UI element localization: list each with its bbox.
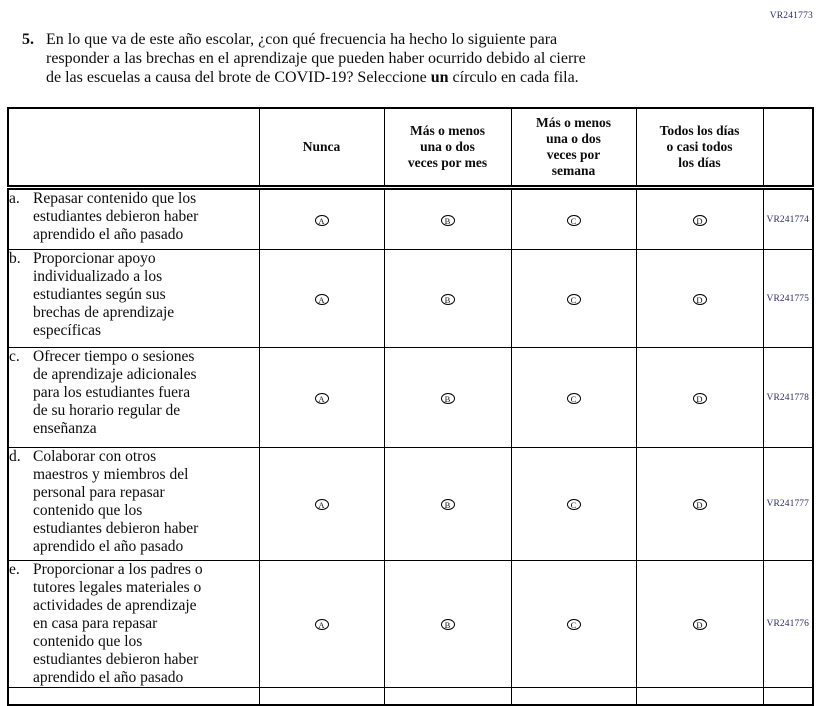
question-text: En lo que va de este año escolar, ¿con q… bbox=[46, 30, 726, 87]
option-cell-nunca: A bbox=[258, 560, 385, 688]
row-item-text: Repasar contenido que los estudiantes de… bbox=[33, 190, 199, 243]
row-letter: c. bbox=[9, 348, 20, 365]
row-stem: a. Repasar contenido que los estudiantes … bbox=[7, 187, 260, 250]
column-header-veces-por-mes: Más o menos una o dos veces por mes bbox=[383, 107, 512, 190]
option-bubble-b[interactable]: B bbox=[440, 392, 455, 404]
question-number: 5. bbox=[22, 31, 34, 48]
option-bubble-d[interactable]: D bbox=[692, 499, 707, 511]
option-bubble-a[interactable]: A bbox=[314, 619, 329, 631]
option-cell-todos: D bbox=[635, 187, 764, 250]
form-code: VR241773 bbox=[769, 11, 813, 21]
option-bubble-a[interactable]: A bbox=[314, 214, 329, 226]
option-cell-nunca: A bbox=[258, 187, 385, 250]
row-stem: d. Colaborar con otros maestros y miembro… bbox=[7, 447, 260, 561]
option-bubble-d[interactable]: D bbox=[692, 293, 707, 305]
option-bubble-a[interactable]: A bbox=[314, 499, 329, 511]
emphasized-word: un bbox=[430, 69, 449, 86]
option-bubble-c[interactable]: C bbox=[566, 392, 581, 404]
option-cell-mes: B bbox=[383, 447, 512, 561]
column-header-todos-los-dias: Todos los días o casi todos los días bbox=[635, 107, 764, 190]
option-bubble-c[interactable]: C bbox=[566, 293, 581, 305]
table-row-e: e. Proporcionar a los padres o tutores le… bbox=[7, 560, 814, 688]
table-row-c: c. Ofrecer tiempo o sesiones de aprendiza… bbox=[7, 347, 814, 448]
option-bubble-d[interactable]: D bbox=[692, 214, 707, 226]
option-cell-todos: D bbox=[635, 447, 764, 561]
column-header-nunca: Nunca bbox=[258, 107, 385, 190]
option-cell-semana: C bbox=[510, 249, 637, 348]
option-cell-semana: C bbox=[510, 447, 637, 561]
option-bubble-b[interactable]: B bbox=[440, 619, 455, 631]
option-cell-todos: D bbox=[635, 249, 764, 348]
option-cell-todos: D bbox=[635, 560, 764, 688]
row-item-text: Colaborar con otros maestros y miembros … bbox=[33, 448, 199, 555]
row-code: VR241775 bbox=[762, 249, 814, 348]
row-stem: e. Proporcionar a los padres o tutores le… bbox=[7, 560, 260, 688]
option-bubble-a[interactable]: A bbox=[314, 392, 329, 404]
table-row-a: a. Repasar contenido que los estudiantes … bbox=[7, 187, 814, 250]
option-cell-nunca: A bbox=[258, 249, 385, 348]
option-bubble-c[interactable]: C bbox=[566, 619, 581, 631]
option-cell-nunca: A bbox=[258, 347, 385, 448]
header-empty-code bbox=[762, 107, 814, 190]
row-code: VR241778 bbox=[762, 347, 814, 448]
column-header-veces-por-semana: Más o menos una o dos veces por semana bbox=[510, 107, 637, 190]
table-header-row: Nunca Más o menos una o dos veces por me… bbox=[7, 107, 814, 190]
option-bubble-c[interactable]: C bbox=[566, 214, 581, 226]
table-row-d: d. Colaborar con otros maestros y miembro… bbox=[7, 447, 814, 561]
question-line-1: En lo que va de este año escolar, ¿con q… bbox=[46, 31, 558, 48]
option-cell-todos: D bbox=[635, 347, 764, 448]
row-code: VR241774 bbox=[762, 187, 814, 250]
option-cell-semana: C bbox=[510, 187, 637, 250]
question-line-3: de las escuelas a causa del brote de COV… bbox=[46, 69, 579, 86]
option-cell-semana: C bbox=[510, 347, 637, 448]
row-item-text: Ofrecer tiempo o sesiones de aprendizaje… bbox=[33, 348, 197, 437]
table-row-clipped bbox=[7, 687, 814, 706]
row-item-text: Proporcionar a los padres o tutores lega… bbox=[33, 561, 203, 686]
option-bubble-a[interactable]: A bbox=[314, 293, 329, 305]
option-bubble-b[interactable]: B bbox=[440, 214, 455, 226]
option-cell-mes: B bbox=[383, 187, 512, 250]
table-row-b: b. Proporcionar apoyo individualizado a l… bbox=[7, 249, 814, 348]
option-bubble-c[interactable]: C bbox=[566, 499, 581, 511]
row-letter: e. bbox=[9, 561, 20, 578]
option-bubble-d[interactable]: D bbox=[692, 619, 707, 631]
header-empty-stem bbox=[7, 107, 260, 190]
question-block: 5. En lo que va de este año escolar, ¿co… bbox=[22, 30, 726, 87]
option-cell-semana: C bbox=[510, 560, 637, 688]
row-letter: b. bbox=[9, 250, 21, 267]
option-cell-mes: B bbox=[383, 560, 512, 688]
option-bubble-d[interactable]: D bbox=[692, 392, 707, 404]
row-code: VR241777 bbox=[762, 447, 814, 561]
option-cell-mes: B bbox=[383, 249, 512, 348]
option-cell-nunca: A bbox=[258, 447, 385, 561]
row-letter: a. bbox=[9, 190, 20, 207]
row-stem: b. Proporcionar apoyo individualizado a l… bbox=[7, 249, 260, 348]
question-line-2: responder a las brechas en el aprendizaj… bbox=[46, 50, 586, 67]
row-stem: c. Ofrecer tiempo o sesiones de aprendiza… bbox=[7, 347, 260, 448]
option-cell-mes: B bbox=[383, 347, 512, 448]
frequency-table: Nunca Más o menos una o dos veces por me… bbox=[7, 107, 814, 706]
option-bubble-b[interactable]: B bbox=[440, 499, 455, 511]
row-code: VR241776 bbox=[762, 560, 814, 688]
row-letter: d. bbox=[9, 448, 21, 465]
row-item-text: Proporcionar apoyo individualizado a los… bbox=[33, 250, 175, 339]
option-bubble-b[interactable]: B bbox=[440, 293, 455, 305]
